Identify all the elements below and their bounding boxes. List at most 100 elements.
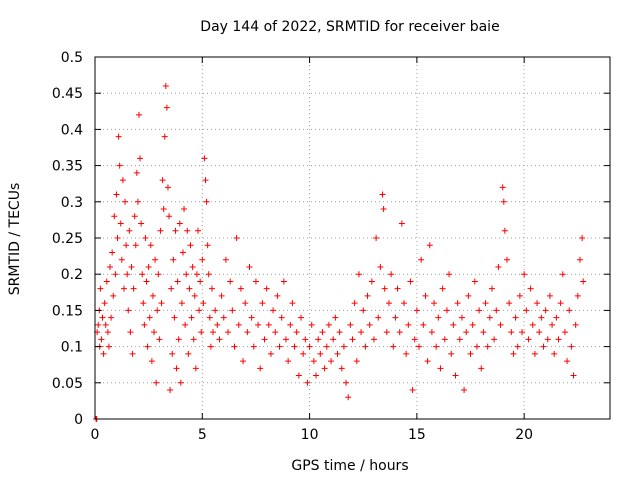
data-point	[323, 343, 330, 350]
data-point	[102, 321, 109, 328]
data-point	[265, 321, 272, 328]
data-point	[504, 256, 510, 263]
data-point	[175, 336, 182, 343]
data-point	[546, 292, 553, 299]
data-point	[285, 358, 292, 365]
data-point	[207, 343, 214, 350]
data-point	[202, 177, 209, 184]
data-point	[188, 314, 195, 321]
data-point	[168, 285, 175, 292]
data-point	[452, 372, 459, 379]
data-point	[469, 321, 476, 328]
data-point	[159, 177, 166, 184]
data-point	[191, 292, 198, 299]
y-tick-label: 0.3	[61, 195, 83, 211]
data-point	[167, 387, 174, 394]
data-point	[126, 227, 133, 234]
chart-title: Day 144 of 2022, SRMTID for receiver bai…	[200, 19, 499, 35]
x-tick-label: 20	[515, 427, 533, 443]
data-point	[201, 155, 208, 162]
data-point	[248, 314, 255, 321]
data-point	[454, 300, 461, 307]
data-point	[319, 329, 326, 336]
data-point	[435, 314, 442, 321]
data-point	[531, 350, 538, 357]
data-point	[580, 278, 587, 285]
data-point	[576, 256, 583, 263]
data-point	[527, 285, 534, 292]
data-point	[140, 300, 147, 307]
data-point	[450, 321, 457, 328]
data-point	[98, 336, 105, 343]
data-point	[227, 278, 234, 285]
data-point	[538, 314, 545, 321]
data-point	[471, 278, 478, 285]
data-point	[433, 343, 440, 350]
data-point	[557, 300, 564, 307]
data-point	[157, 227, 164, 234]
data-point	[306, 343, 313, 350]
data-point	[141, 321, 148, 328]
data-point	[95, 321, 102, 328]
data-point	[375, 314, 382, 321]
data-point	[225, 329, 232, 336]
data-point	[291, 343, 298, 350]
data-point	[465, 292, 472, 299]
data-point	[405, 321, 412, 328]
y-tick-label: 0.1	[61, 340, 83, 356]
data-point	[176, 220, 183, 227]
data-point	[476, 307, 483, 314]
y-axis-label: SRMTID / TECUs	[7, 183, 23, 296]
y-tick-label: 0.2	[61, 267, 83, 283]
data-point	[127, 329, 134, 336]
data-point	[424, 358, 431, 365]
data-point	[198, 329, 205, 336]
data-point	[411, 336, 418, 343]
data-point	[295, 372, 302, 379]
data-point	[437, 365, 444, 372]
data-point	[246, 263, 253, 270]
data-point	[161, 133, 168, 140]
data-point	[183, 271, 190, 278]
data-point	[110, 292, 117, 299]
data-point	[182, 321, 189, 328]
data-point	[379, 191, 386, 198]
data-point	[308, 321, 315, 328]
data-point	[336, 329, 343, 336]
data-point	[482, 300, 489, 307]
data-point	[255, 321, 262, 328]
data-point	[390, 343, 397, 350]
data-point	[263, 285, 270, 292]
data-point	[439, 285, 446, 292]
data-point	[555, 336, 562, 343]
x-axis-label: GPS time / hours	[291, 458, 408, 474]
data-point	[364, 292, 371, 299]
data-point	[100, 350, 107, 357]
data-point	[338, 365, 345, 372]
plot-frame	[94, 56, 611, 420]
data-point	[190, 336, 197, 343]
data-point	[118, 256, 125, 263]
data-point	[178, 300, 185, 307]
y-tick-label: 0	[74, 412, 83, 428]
data-point	[570, 372, 577, 379]
data-point	[138, 220, 145, 227]
data-point	[497, 321, 504, 328]
data-point	[204, 242, 211, 249]
data-point	[109, 249, 116, 256]
ticks	[94, 56, 610, 420]
data-point	[149, 292, 156, 299]
data-point	[189, 263, 196, 270]
data-point	[495, 263, 502, 270]
data-point	[392, 314, 399, 321]
data-point	[293, 329, 300, 336]
data-point	[184, 227, 191, 234]
data-point	[116, 162, 123, 169]
data-point	[349, 336, 356, 343]
data-point	[107, 263, 114, 270]
data-point	[274, 292, 281, 299]
data-point	[152, 256, 159, 263]
data-point	[229, 307, 236, 314]
data-point	[446, 271, 453, 278]
data-point	[448, 350, 455, 357]
